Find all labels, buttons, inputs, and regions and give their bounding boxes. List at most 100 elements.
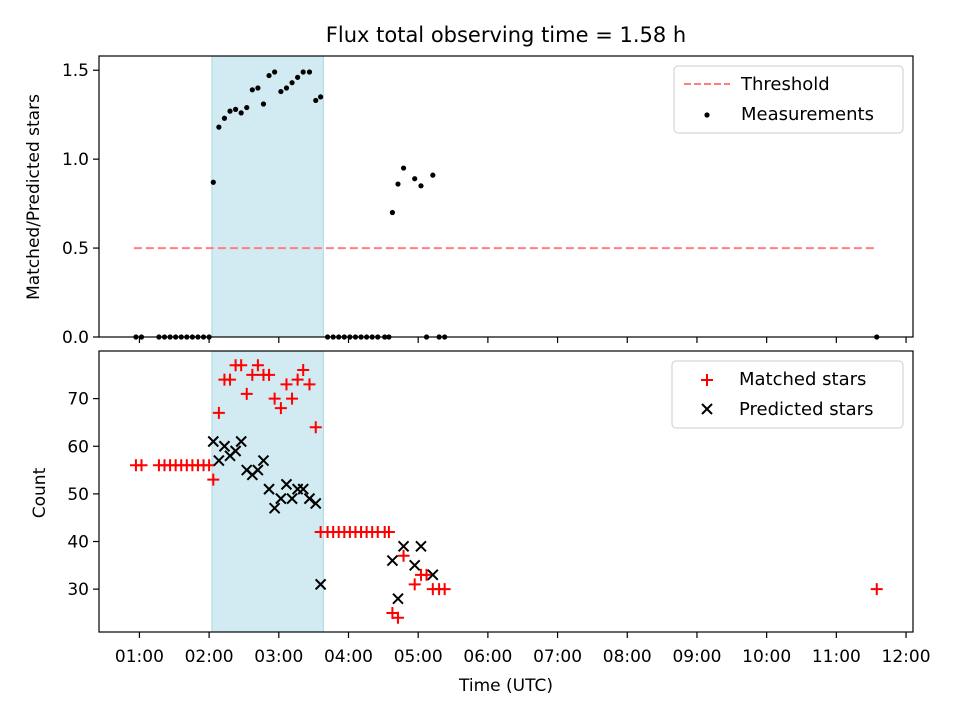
measurement-point	[244, 104, 250, 111]
predicted-star-point	[229, 445, 242, 457]
measurement-point	[313, 97, 319, 104]
bottom-xtick-label: 01:00	[115, 647, 164, 667]
predicted-star-point	[286, 492, 298, 505]
measurement-point	[238, 110, 244, 116]
bottom-xtick-label: 04:00	[324, 647, 373, 667]
bottom-axes-frame	[98, 350, 914, 633]
top-legend: Threshold Measurements	[673, 65, 904, 134]
measurement-point	[389, 209, 396, 216]
measurement-point	[232, 106, 239, 112]
predicted-star-point	[427, 569, 439, 581]
top-y-ticks: 0.0 0.5 1.0 1.5	[62, 61, 99, 348]
predicted-star-point	[280, 478, 293, 491]
matched-star-point	[382, 525, 395, 538]
legend-predicted-swatch	[701, 403, 713, 415]
matched-star-point	[297, 364, 310, 377]
matched-star-point	[397, 549, 410, 562]
matched-star-point	[438, 583, 451, 596]
measurement-point	[255, 85, 261, 91]
matched-star-point	[212, 406, 225, 419]
matched-star-point	[303, 378, 316, 391]
bottom-xtick-label: 05:00	[394, 647, 443, 667]
matched-star-point	[309, 421, 322, 434]
matched-star-point	[274, 402, 287, 415]
matched-star-point	[870, 583, 883, 596]
bottom-xtick-label: 09:00	[672, 647, 721, 667]
measurement-point	[318, 94, 324, 100]
measurement-point	[300, 69, 306, 75]
measurement-point	[210, 179, 216, 185]
predicted-star-point	[207, 435, 220, 448]
predicted-star-point	[310, 497, 322, 510]
bottom-legend-box	[671, 360, 904, 429]
predicted-star-point	[213, 454, 225, 467]
matched-star-point	[203, 459, 216, 472]
predicted-star-point	[275, 492, 287, 505]
legend-threshold-label: Threshold	[740, 74, 830, 95]
bottom-ytick-label: 50	[67, 485, 89, 505]
measurement-point	[283, 85, 290, 91]
bottom-xtick-label: 06:00	[463, 647, 512, 667]
predicted-star-point	[297, 483, 309, 495]
predicted-star-point	[386, 554, 399, 567]
chart-title: Flux total observing time = 1.58 h	[326, 23, 686, 47]
x-axis-label: Time (UTC)	[458, 676, 553, 696]
matched-star-point	[135, 459, 148, 472]
matched-star-point	[240, 387, 253, 400]
matched-star-point	[207, 473, 220, 486]
bottom-ytick-label: 30	[67, 580, 89, 600]
top-shaded-region-layer	[211, 55, 324, 338]
matched-star-point	[280, 378, 293, 391]
matched-star-point	[420, 568, 433, 581]
bottom-x-ticks: 01:00 02:00 03:00 04:00 05:00 06:00 07:00 08:00…	[115, 632, 931, 667]
legend-matched-swatch	[701, 374, 713, 386]
predicted-star-point	[252, 464, 264, 476]
measurement-point	[249, 87, 255, 93]
bottom-xtick-label: 03:00	[254, 647, 303, 667]
measurement-point	[400, 165, 407, 171]
measurement-point	[216, 124, 222, 130]
top-x-ticks	[138, 337, 907, 343]
bottom-xtick-label: 12:00	[882, 647, 931, 667]
measurement-point	[266, 72, 272, 79]
bottom-xtick-label: 11:00	[812, 647, 861, 667]
legend-matched-label: Matched stars	[739, 369, 866, 390]
bottom-ytick-label: 40	[67, 533, 89, 553]
measurement-point	[412, 176, 418, 182]
legend-predicted-label: Predicted stars	[739, 399, 873, 420]
predicted-star-point	[263, 483, 275, 495]
matched-star-point	[286, 392, 299, 405]
predicted-star-point	[392, 592, 404, 605]
top-legend-box	[673, 65, 904, 134]
bottom-series-layer	[129, 359, 883, 624]
matched-star-point	[251, 359, 264, 372]
legend-measurements-label: Measurements	[741, 104, 874, 125]
bottom-panel: 30 40 50 60 70 01:00 02:00 03:00 04:00 05:00 06:0…	[30, 350, 931, 696]
top-y-axis-label: Matched/Predicted stars	[24, 94, 44, 300]
predicted-star-point	[415, 540, 427, 552]
bottom-xtick-label: 10:00	[742, 647, 791, 667]
matched-star-point	[246, 368, 259, 381]
top-ytick-label: 1.0	[62, 150, 89, 170]
bottom-xtick-label: 08:00	[603, 647, 652, 667]
measurement-point	[289, 80, 295, 86]
measurement-point	[260, 101, 267, 107]
top-panel: 0.0 0.5 1.0 1.5 Flux total observing time =…	[24, 23, 914, 348]
measurement-point	[272, 69, 278, 75]
top-ytick-label: 0.5	[62, 239, 89, 259]
matched-star-point	[263, 368, 276, 381]
predicted-star-point	[408, 559, 421, 572]
bottom-ytick-label: 60	[67, 437, 89, 457]
predicted-star-point	[397, 540, 410, 552]
matched-star-point	[224, 373, 237, 386]
top-ytick-label: 1.5	[62, 61, 89, 81]
measurement-point	[430, 172, 436, 178]
predicted-star-point	[268, 502, 281, 514]
matched-star-point	[408, 578, 421, 591]
measurement-point	[221, 115, 228, 121]
matched-star-point	[235, 359, 248, 372]
legend-measurements-swatch	[704, 112, 710, 118]
bottom-ytick-label: 70	[67, 390, 89, 410]
